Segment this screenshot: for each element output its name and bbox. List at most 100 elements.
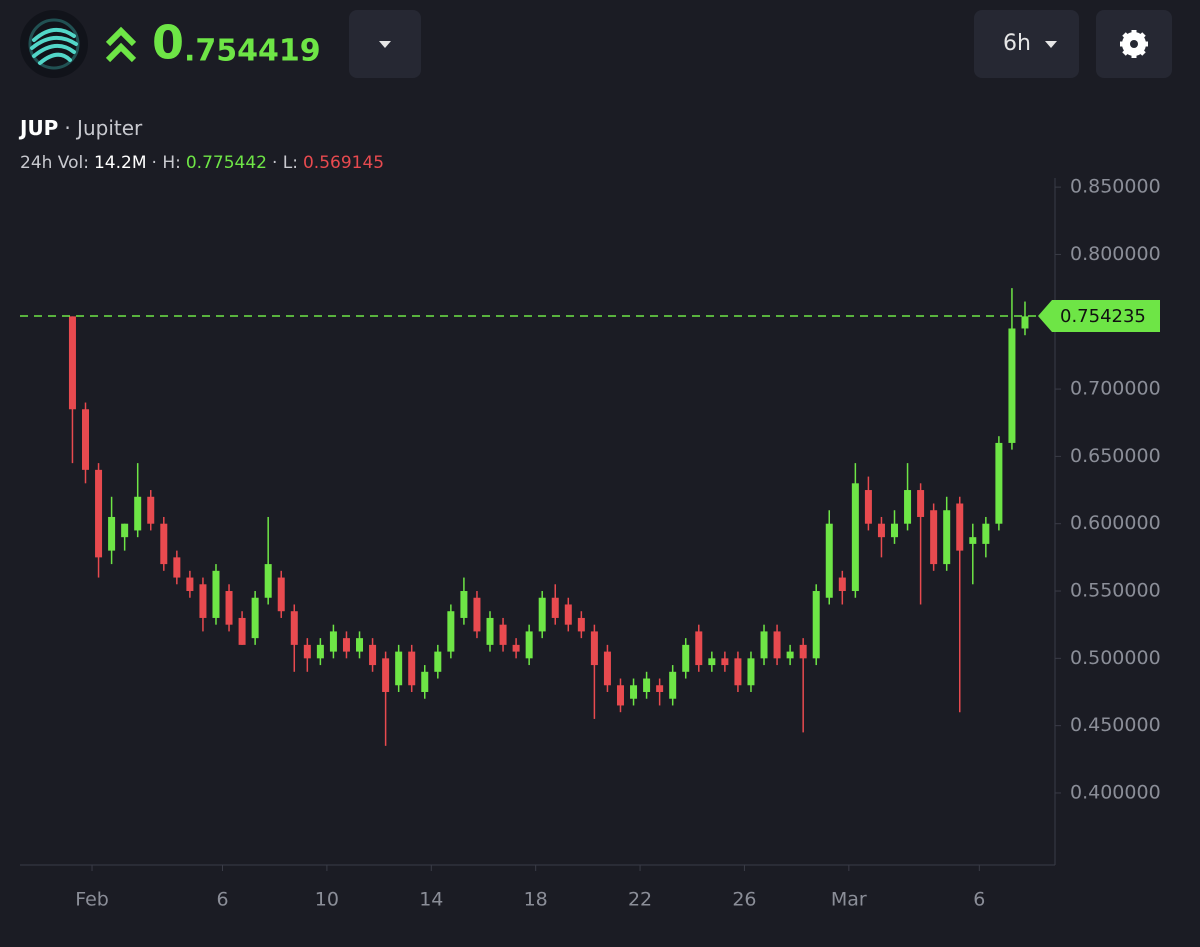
candle-body bbox=[891, 523, 899, 538]
candle-body bbox=[851, 483, 859, 592]
symbol: JUP bbox=[18, 116, 58, 140]
candle-body bbox=[982, 523, 990, 544]
candle-body bbox=[121, 523, 129, 538]
last-price-label: 0.754235 bbox=[1060, 306, 1146, 327]
candle-body bbox=[812, 591, 820, 659]
dropdown-arrow bbox=[379, 41, 391, 48]
candle-body bbox=[773, 631, 781, 659]
candle-body bbox=[825, 523, 833, 598]
candle-body bbox=[290, 611, 298, 645]
y-tick-label: 0.650000 bbox=[1070, 445, 1161, 467]
candle-body bbox=[108, 516, 116, 551]
candle-body bbox=[682, 644, 690, 672]
candle-body bbox=[786, 651, 794, 659]
candle-body bbox=[264, 564, 272, 598]
logo bbox=[20, 10, 88, 78]
candle-body bbox=[68, 316, 76, 410]
token-name: · Jupiter bbox=[64, 116, 143, 140]
candle-body bbox=[160, 523, 168, 565]
candle-body bbox=[238, 617, 246, 645]
candle-body bbox=[82, 409, 90, 470]
candle-body bbox=[447, 611, 455, 652]
candle-body bbox=[1021, 316, 1029, 329]
candle-body bbox=[721, 658, 729, 666]
candle-body bbox=[551, 597, 559, 618]
candle-body bbox=[930, 510, 938, 565]
low-label: · L: bbox=[272, 153, 298, 173]
candle-body bbox=[630, 685, 638, 699]
x-tick-label: 22 bbox=[628, 889, 652, 911]
candle-body bbox=[864, 490, 872, 524]
candle-body bbox=[969, 537, 977, 544]
candle-body bbox=[486, 617, 494, 645]
vol-label: 24h Vol: bbox=[20, 153, 89, 173]
candle-body bbox=[708, 658, 716, 666]
candle-body bbox=[342, 638, 350, 652]
candle-body bbox=[564, 604, 572, 625]
gear-icon bbox=[1120, 30, 1148, 58]
candle-body bbox=[212, 570, 220, 618]
y-tick-label: 0.850000 bbox=[1070, 176, 1161, 198]
candle-body bbox=[956, 503, 964, 551]
low: 0.569145 bbox=[303, 153, 384, 173]
candle-body bbox=[695, 631, 703, 666]
x-tick-label: 18 bbox=[524, 889, 548, 911]
candle-body bbox=[277, 577, 285, 612]
candle-body bbox=[917, 490, 925, 517]
candle-body bbox=[395, 651, 403, 686]
up-indicator bbox=[105, 26, 137, 63]
last-price-badge bbox=[1038, 300, 1160, 333]
y-tick-label: 0.600000 bbox=[1070, 512, 1161, 534]
price-frac: .754419 bbox=[184, 34, 321, 69]
candle-body bbox=[747, 658, 755, 686]
candle-body bbox=[512, 644, 520, 652]
y-tick-label: 0.500000 bbox=[1070, 647, 1161, 669]
x-tick-label: 6 bbox=[216, 889, 228, 911]
candle-body bbox=[525, 631, 533, 659]
candle-body bbox=[473, 597, 481, 632]
candle-body bbox=[199, 584, 207, 618]
candle-body bbox=[734, 658, 742, 686]
y-tick-label: 0.400000 bbox=[1070, 781, 1161, 803]
high-label: · H: bbox=[152, 153, 181, 173]
vol: 14.2M bbox=[94, 153, 147, 173]
candle-body bbox=[577, 617, 585, 632]
candle-body bbox=[943, 510, 951, 565]
candle-body bbox=[669, 671, 677, 699]
candle-body bbox=[186, 577, 194, 592]
y-tick-label: 0.800000 bbox=[1070, 243, 1161, 265]
x-tick-label: 14 bbox=[419, 889, 443, 911]
candle-body bbox=[408, 651, 416, 686]
price-int: 0 bbox=[152, 16, 184, 70]
candle-body bbox=[251, 597, 259, 639]
candle-body bbox=[95, 469, 103, 558]
candle-body bbox=[643, 678, 651, 692]
x-tick-label: 26 bbox=[732, 889, 756, 911]
candle-body bbox=[316, 644, 324, 659]
candle-body bbox=[225, 591, 233, 625]
candle-body bbox=[995, 442, 1003, 524]
candle-body bbox=[760, 631, 768, 659]
candle-body bbox=[538, 597, 546, 632]
candle-body bbox=[499, 624, 507, 645]
candle-body bbox=[1008, 328, 1016, 443]
candle-body bbox=[656, 685, 664, 692]
x-tick-label: 10 bbox=[315, 889, 339, 911]
candle-body bbox=[369, 644, 377, 666]
candle-body bbox=[329, 631, 337, 652]
candle-body bbox=[799, 644, 807, 659]
candle-body bbox=[904, 490, 912, 524]
candle-body bbox=[434, 651, 442, 672]
stats-line: 24h Vol: 14.2M · H: 0.775442 · L: 0.569145 bbox=[20, 153, 384, 173]
x-tick-label: 6 bbox=[973, 889, 985, 911]
x-tick-label: Feb bbox=[75, 889, 109, 911]
candle-body bbox=[147, 496, 155, 524]
candle-body bbox=[603, 651, 611, 686]
candle-body bbox=[877, 523, 885, 538]
candle-body bbox=[616, 685, 624, 706]
y-tick-label: 0.450000 bbox=[1070, 714, 1161, 736]
interval-button[interactable] bbox=[974, 10, 1079, 78]
high: 0.775442 bbox=[186, 153, 267, 173]
